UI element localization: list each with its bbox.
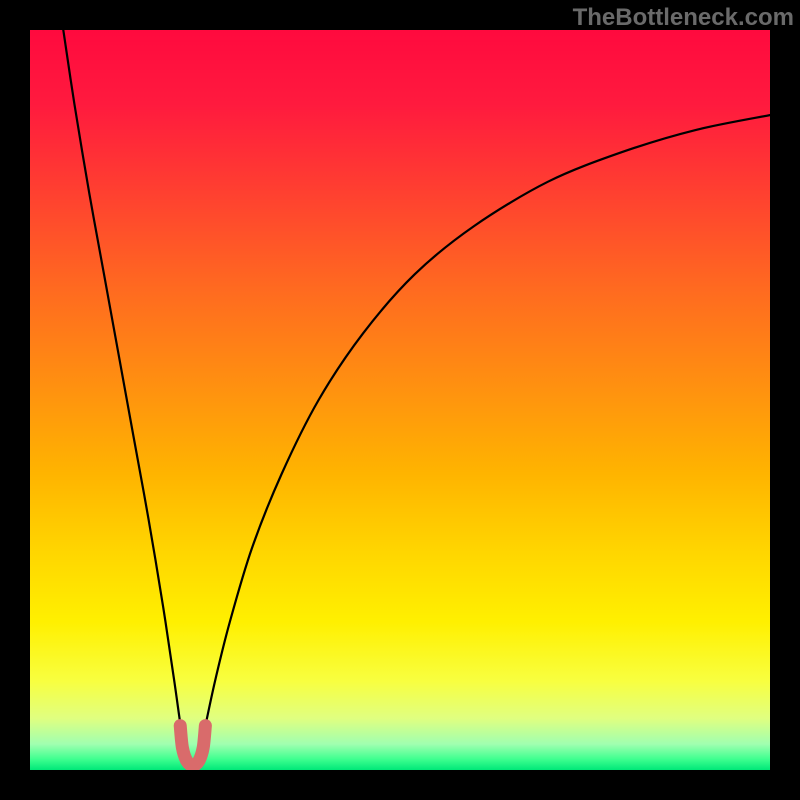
chart-frame [0, 0, 800, 800]
attribution-label: TheBottleneck.com [573, 4, 794, 32]
bottleneck-curve [63, 30, 770, 767]
curve-layer [30, 30, 770, 770]
chart-root: TheBottleneck.com [0, 0, 800, 800]
optimal-u-marker [180, 726, 205, 766]
plot-area [30, 30, 770, 770]
